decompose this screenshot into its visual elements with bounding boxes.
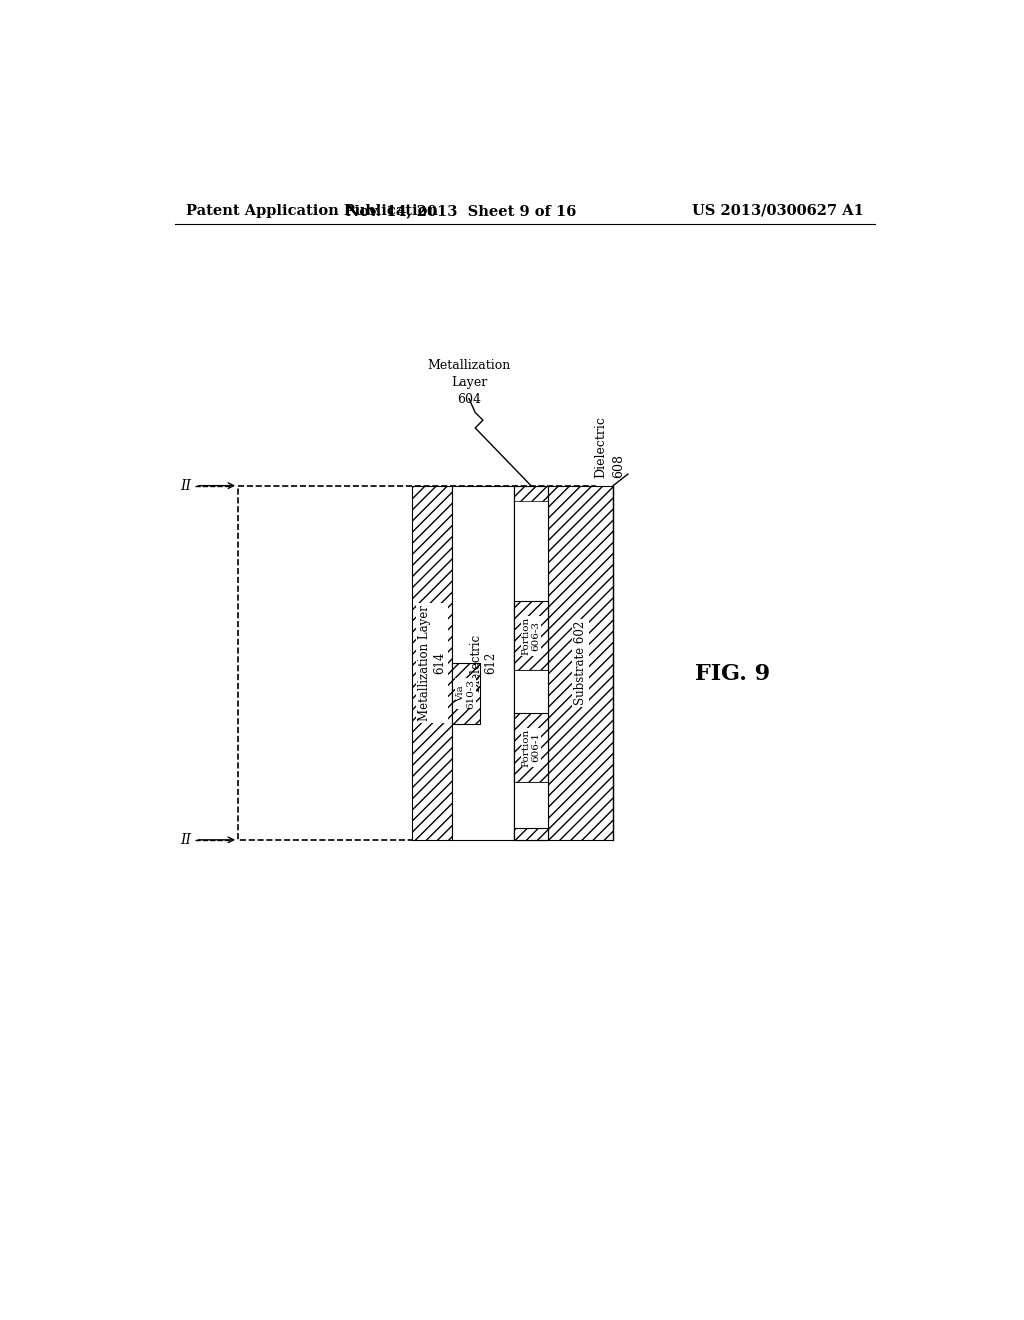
Text: Dielectric
612: Dielectric 612 <box>469 634 497 692</box>
Bar <box>514 486 548 840</box>
Text: Substrate 602: Substrate 602 <box>574 620 587 705</box>
Bar <box>238 486 595 840</box>
Bar <box>514 601 548 671</box>
Text: Patent Application Publication: Patent Application Publication <box>186 203 438 218</box>
Bar <box>452 486 514 840</box>
Text: Via
610-3: Via 610-3 <box>457 678 475 709</box>
Text: II: II <box>180 479 190 492</box>
Text: Metallization
Layer
604: Metallization Layer 604 <box>427 359 511 405</box>
Text: FIG. 9: FIG. 9 <box>695 664 770 685</box>
Text: Nov. 14, 2013  Sheet 9 of 16: Nov. 14, 2013 Sheet 9 of 16 <box>346 203 577 218</box>
Bar <box>514 671 548 713</box>
Text: Portion
606-3: Portion 606-3 <box>521 616 541 655</box>
Bar <box>514 486 548 840</box>
Text: II: II <box>180 833 190 847</box>
Text: Dielectric
608: Dielectric 608 <box>595 416 625 478</box>
Bar <box>452 663 480 725</box>
Bar <box>514 713 548 781</box>
Bar <box>548 486 613 840</box>
Bar <box>514 829 548 840</box>
Text: Metallization Layer
614: Metallization Layer 614 <box>418 605 445 721</box>
Text: US 2013/0300627 A1: US 2013/0300627 A1 <box>692 203 864 218</box>
Bar <box>514 781 548 829</box>
Text: Portion
606-1: Portion 606-1 <box>521 729 541 767</box>
Bar <box>412 486 452 840</box>
Bar <box>514 502 548 601</box>
